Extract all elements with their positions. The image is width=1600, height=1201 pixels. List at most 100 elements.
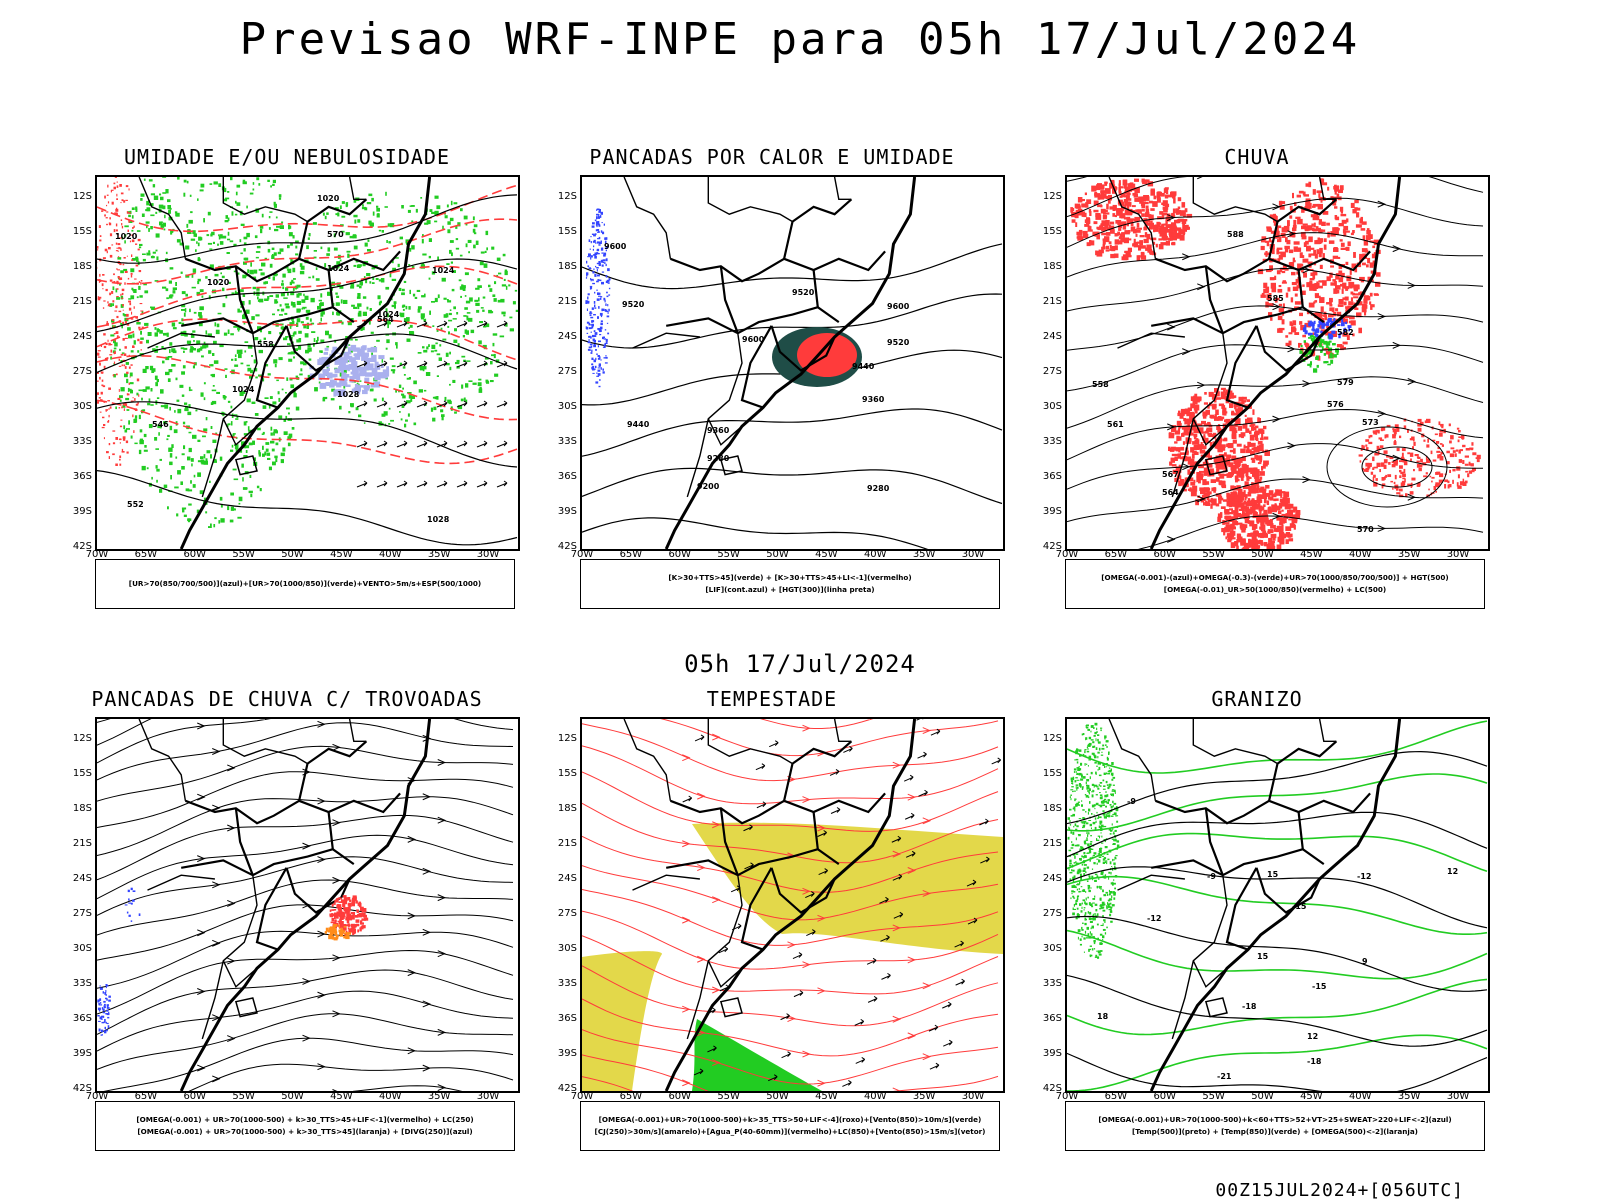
rain-red-area: [1452, 469, 1455, 471]
rain-red-area: [1376, 272, 1381, 277]
storm-red-area: [360, 926, 363, 929]
humidity-green-area: [376, 208, 380, 212]
lif-blue-contour: [593, 339, 595, 342]
humidity-green-area: [198, 279, 201, 282]
rain-red-area: [1316, 281, 1318, 287]
humidity-green-area: [353, 215, 357, 218]
rain-red-area: [1164, 188, 1167, 193]
humidity-green-area: [250, 193, 254, 195]
latitude-label: 27S: [70, 908, 92, 919]
humidity-green-area: [450, 218, 454, 221]
storm-orange-area: [334, 937, 338, 940]
humidity-green-area: [265, 281, 268, 284]
rain-red-area: [1430, 476, 1432, 478]
wind-vector: [357, 401, 367, 407]
humidity-green-area: [358, 415, 361, 418]
rain-red-area: [1155, 225, 1157, 229]
humidity-green-area: [146, 253, 150, 256]
humidity-green-area: [214, 181, 218, 184]
lif-blue-contour: [595, 266, 596, 267]
lif-blue-contour: [588, 253, 591, 256]
rain-red-area: [1308, 203, 1312, 209]
humidity-green-area: [437, 353, 441, 355]
humidity-green-area: [245, 445, 249, 448]
rain-red-area: [1141, 253, 1145, 258]
rain-red-area: [1142, 209, 1145, 212]
rain-red-area: [1428, 489, 1430, 491]
humidity-green-area: [198, 312, 202, 317]
humidity-green-area: [155, 332, 159, 336]
rain-red-area: [1281, 510, 1283, 512]
humidity-green-area: [371, 389, 373, 391]
humidity-green-area: [367, 307, 369, 310]
thickness-red-area: [112, 202, 114, 205]
humidity-green-area: [276, 443, 279, 446]
border-line: [185, 801, 299, 823]
lif-blue-contour: [604, 262, 605, 264]
humidity-green-area: [146, 340, 149, 344]
rain-red-area: [1224, 452, 1227, 456]
rain-red-area: [1265, 485, 1269, 489]
rain-red-area: [1310, 273, 1313, 277]
storm-red-area: [348, 905, 351, 909]
humidity-green-area: [292, 427, 295, 430]
rain-red-area: [1258, 446, 1264, 450]
rain-red-area: [1229, 508, 1233, 510]
humidity-green-area: [386, 240, 388, 243]
rain-red-area: [1207, 422, 1210, 425]
rain-red-area: [1348, 301, 1353, 305]
humidity-green-area: [120, 270, 124, 273]
humidity-green-area: [328, 247, 331, 251]
thickness-red-area: [119, 439, 122, 441]
humidity-green-area: [501, 312, 505, 315]
humidity-green-area: [269, 227, 271, 230]
humidity-green-area: [139, 450, 141, 454]
humidity-green-area: [278, 398, 280, 402]
humidity-green-area: [480, 262, 484, 266]
humidity-green-area: [466, 360, 470, 362]
divergence-blue-area: [104, 1019, 106, 1022]
lif-blue-contour: [598, 211, 600, 213]
humidity-green-area: [216, 392, 220, 394]
humidity-green-area: [175, 214, 177, 216]
rain-red-area: [1390, 481, 1393, 483]
thickness-red-area: [99, 240, 101, 242]
humidity-green-area: [243, 487, 247, 490]
humidity-green-area: [473, 216, 475, 220]
rain-red-area: [1333, 256, 1338, 259]
humidity-green-area: [150, 404, 153, 406]
humidity-green-area: [256, 257, 259, 259]
rain-red-area: [1085, 202, 1088, 208]
humidity-green-area: [239, 497, 243, 502]
rain-red-area: [1362, 248, 1368, 252]
lif-blue-contour: [593, 246, 594, 248]
humidity-green-area: [165, 372, 170, 375]
rain-red-area: [1402, 448, 1406, 451]
map-area: [95, 717, 520, 1093]
latitude-label: 21S: [1040, 296, 1062, 307]
panel-legend: [UR>70(850/700/500)](azul)+[UR>70(1000/8…: [95, 559, 515, 609]
humidity-green-area: [285, 336, 289, 338]
rain-red-area: [1376, 430, 1379, 433]
thickness-red-area: [111, 350, 113, 353]
rain-red-area: [1180, 210, 1185, 215]
humidity-green-area: [158, 432, 160, 436]
lif-blue-contour: [600, 296, 602, 297]
humidity-green-area: [228, 401, 230, 403]
omega-green-area: [1324, 353, 1326, 356]
rain-red-area: [1123, 180, 1128, 186]
humidity-blue-area: [349, 357, 356, 362]
rain-red-area: [1172, 242, 1176, 245]
rain-red-area: [1190, 438, 1192, 442]
thickness-red-area: [133, 226, 134, 228]
rain-red-area: [1233, 440, 1237, 444]
humidity-green-area: [454, 412, 457, 414]
storm-red-area: [334, 902, 336, 905]
humidity-blue-area: [362, 390, 368, 394]
rain-red-area: [1162, 236, 1168, 240]
streamline-arrow: [212, 940, 219, 946]
rain-red-area: [1242, 424, 1247, 429]
humidity-green-area: [171, 444, 173, 448]
rain-red-area: [1309, 281, 1312, 284]
